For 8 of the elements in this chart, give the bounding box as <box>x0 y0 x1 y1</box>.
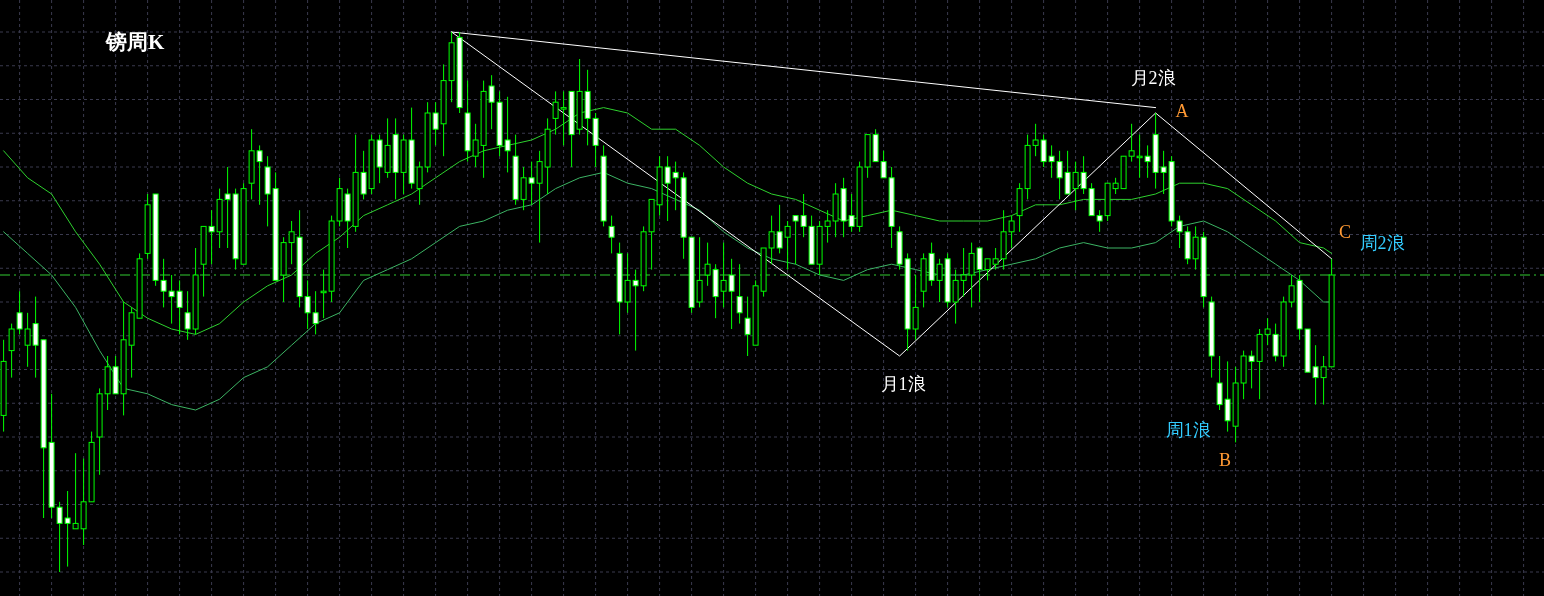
annotation: 月1浪 <box>880 374 926 395</box>
annotation: 周1浪 <box>1165 420 1211 441</box>
annotation: B <box>1219 450 1231 471</box>
annotation: 月2浪 <box>1130 68 1176 89</box>
annotation: C <box>1339 222 1351 243</box>
annotation: A <box>1175 101 1189 122</box>
title: 镑周K <box>106 29 165 54</box>
annotation: 周2浪 <box>1359 233 1405 254</box>
